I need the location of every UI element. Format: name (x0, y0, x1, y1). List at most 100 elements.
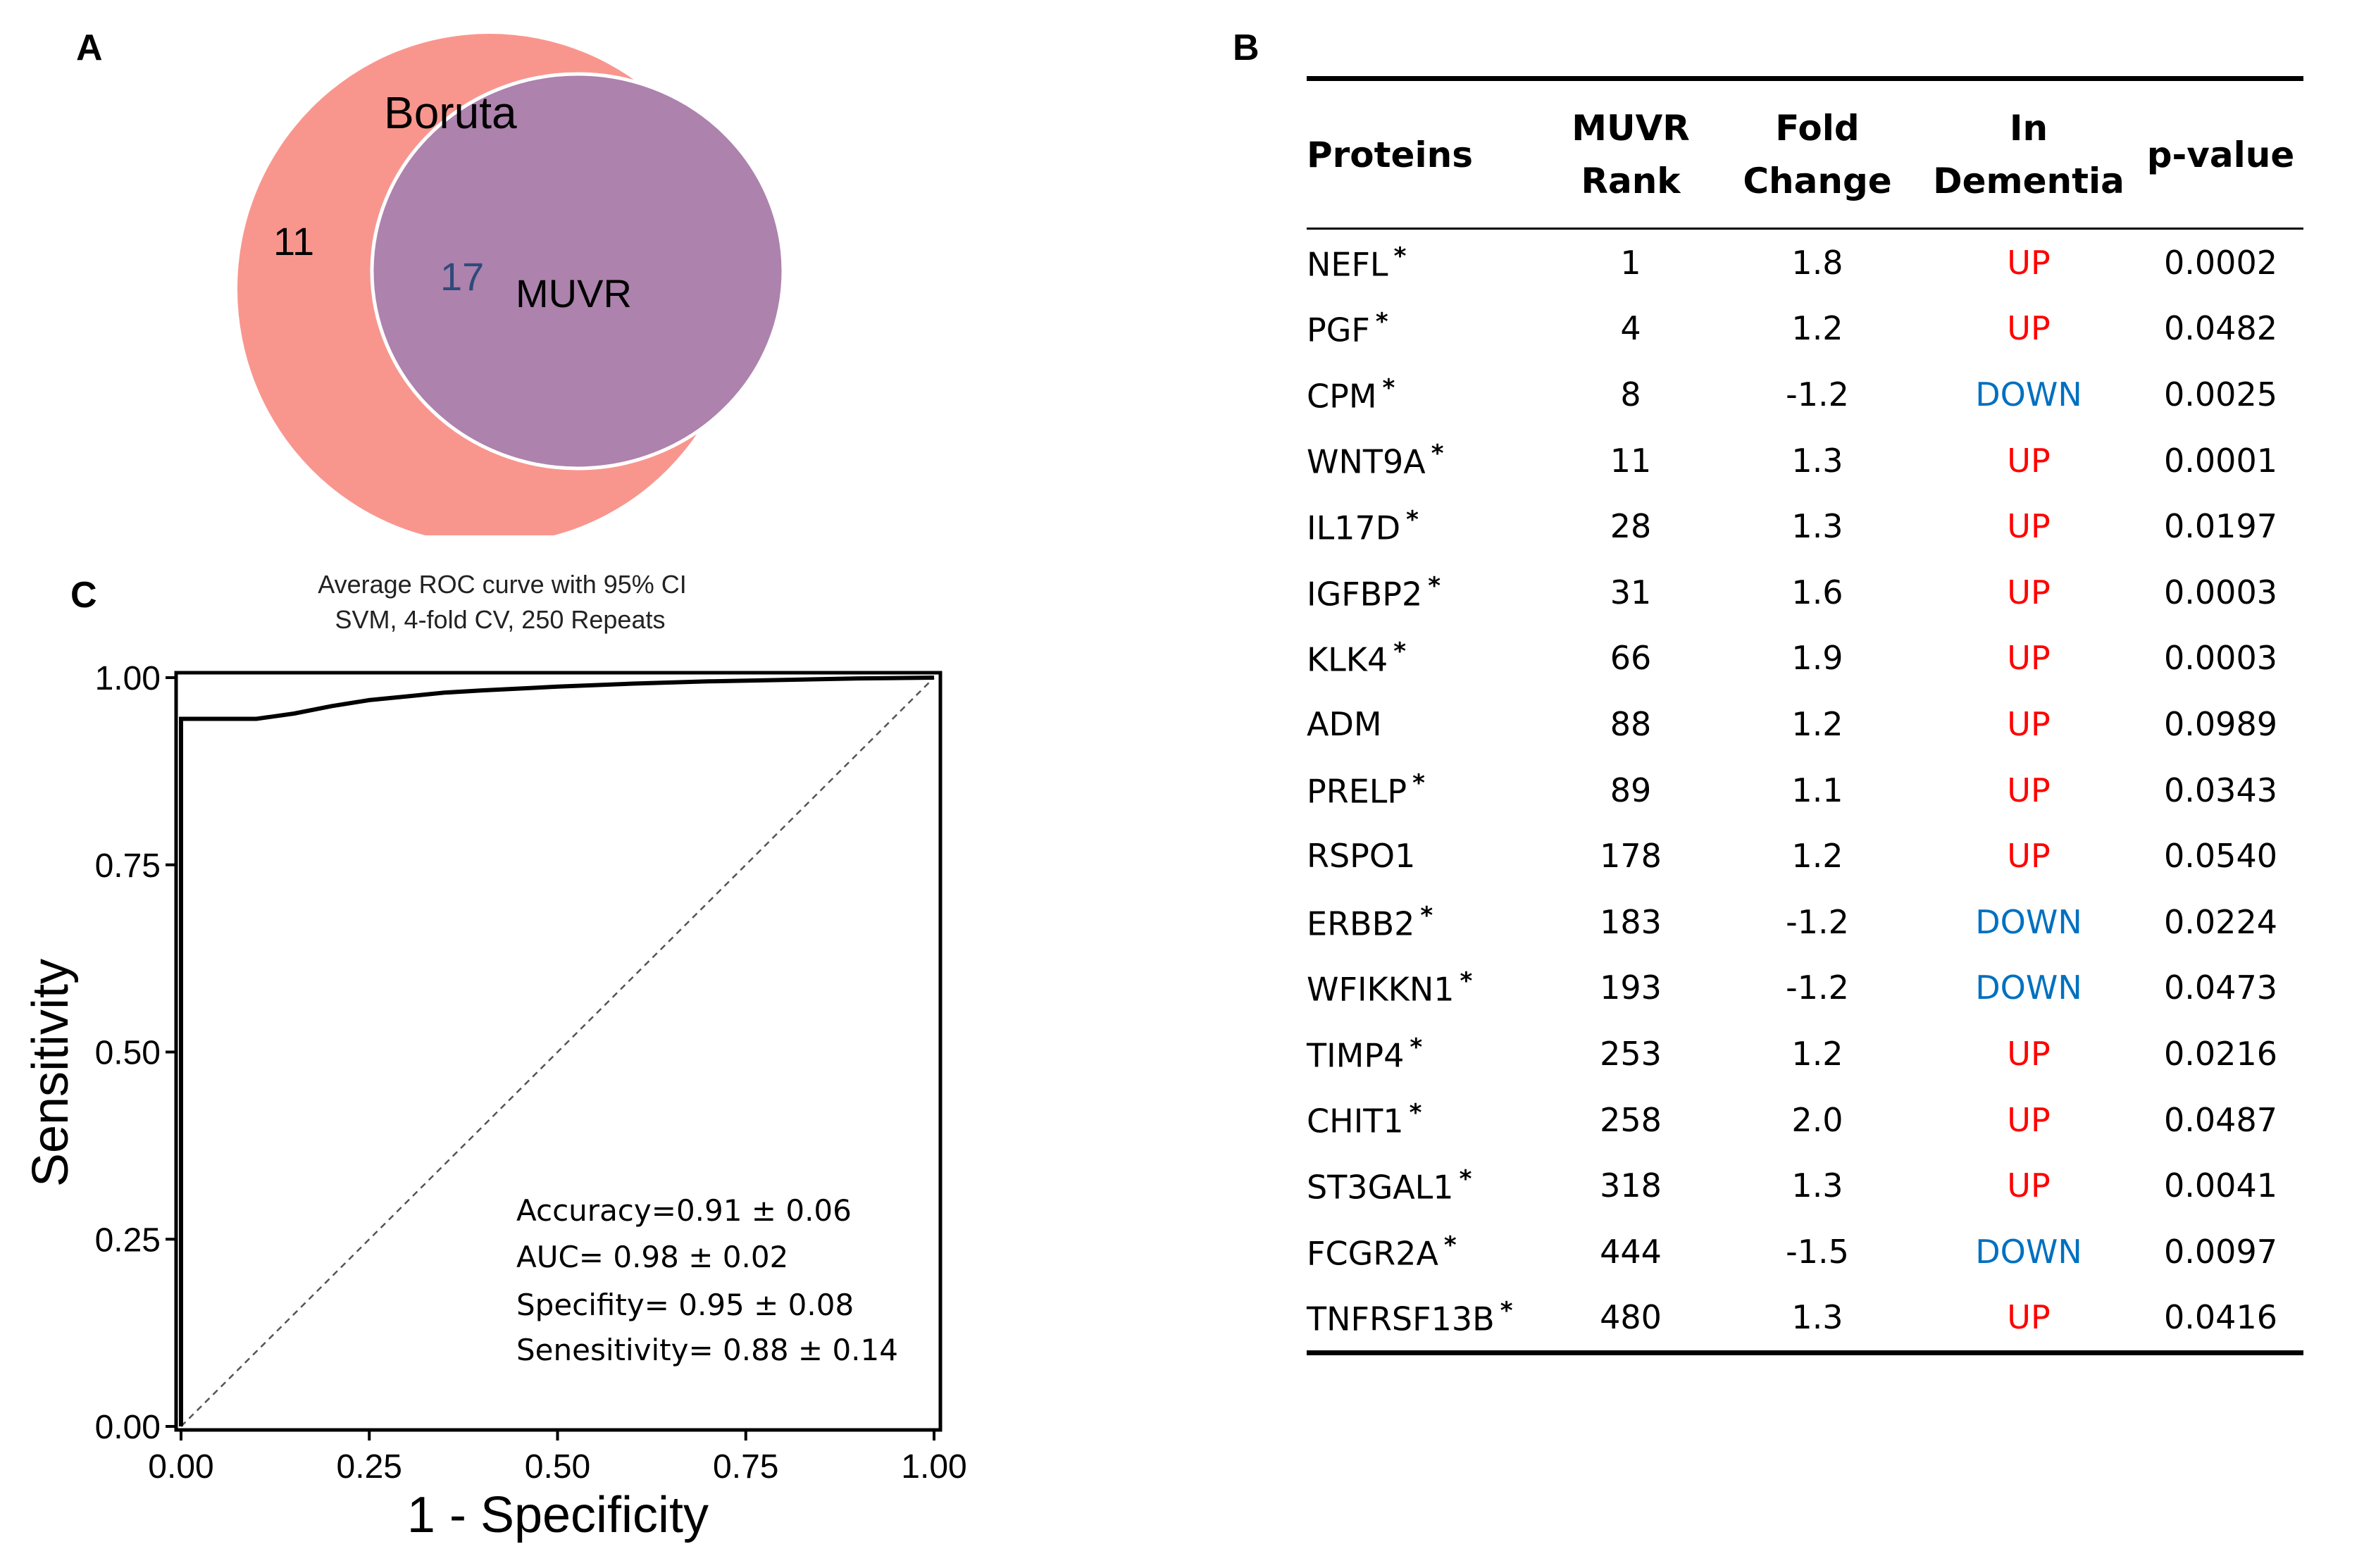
table-row: FCGR2A * 444 -1.5 DOWN 0.0097 (1307, 1219, 2303, 1285)
cell-p-value-text: 0.0487 (2164, 1100, 2277, 1139)
cell-muvr-rank: 4 (1546, 296, 1715, 362)
cell-protein-text: RSPO1 (1307, 837, 1416, 876)
x-tick-label: 0.00 (148, 1448, 213, 1486)
x-tick-label: 0.75 (713, 1448, 778, 1486)
table-row: ST3GAL1 * 318 1.3 UP 0.0041 (1307, 1152, 2303, 1219)
cell-fold-change: -1.2 (1715, 955, 1920, 1021)
cell-direction-text: UP (2007, 1298, 2051, 1337)
cell-p-value: 0.0002 (2138, 229, 2303, 296)
cell-direction: UP (1920, 296, 2138, 362)
cell-muvr-rank: 28 (1546, 493, 1715, 559)
cell-fold-change-text: 1.3 (1791, 507, 1843, 546)
cell-protein-text: KLK4 (1307, 640, 1388, 679)
cell-protein-text: TNFRSF13B (1307, 1300, 1495, 1338)
venn-inner-circle (370, 72, 785, 471)
venn-outer-label: Boruta (384, 87, 517, 138)
cell-muvr-rank: 1 (1546, 229, 1715, 296)
cell-direction: UP (1920, 626, 2138, 692)
y-tick-label: 0.25 (95, 1221, 161, 1259)
cell-fold-change: 1.6 (1715, 559, 1920, 626)
cell-direction: UP (1920, 757, 2138, 823)
cell-direction-text: UP (2007, 837, 2051, 876)
table-row: CPM * 8 -1.2 DOWN 0.0025 (1307, 361, 2303, 428)
cell-muvr-rank-text: 11 (1610, 441, 1652, 480)
cell-direction-text: UP (2007, 1100, 2051, 1139)
cell-fold-change: 1.2 (1715, 1021, 1920, 1087)
cell-fold-change-text: 1.2 (1791, 1034, 1843, 1073)
cell-fold-change: 1.8 (1715, 229, 1920, 296)
cell-muvr-rank: 31 (1546, 559, 1715, 626)
cell-fold-change: 1.3 (1715, 493, 1920, 559)
cell-p-value: 0.0003 (2138, 626, 2303, 692)
cell-muvr-rank-text: 318 (1600, 1166, 1662, 1205)
header-fold-change-line1: Fold (1775, 108, 1860, 149)
cell-fold-change-text: -1.2 (1786, 375, 1849, 413)
header-proteins: Proteins (1307, 79, 1546, 229)
cell-protein: ST3GAL1 * (1307, 1152, 1546, 1219)
cell-muvr-rank: 11 (1546, 428, 1715, 494)
significance-star: * (1382, 373, 1395, 402)
cell-protein: RSPO1 (1307, 823, 1546, 889)
table-row: TNFRSF13B * 480 1.3 UP 0.0416 (1307, 1285, 2303, 1353)
cell-muvr-rank-text: 28 (1610, 507, 1652, 546)
cell-protein-text: ADM (1307, 704, 1382, 743)
cell-muvr-rank-text: 88 (1610, 704, 1652, 743)
significance-star: * (1375, 308, 1388, 337)
cell-muvr-rank: 183 (1546, 889, 1715, 955)
significance-star: * (1459, 1164, 1472, 1193)
table-header-row: Proteins MUVR Rank Fold Change In Dement… (1307, 78, 2303, 229)
cell-p-value: 0.0989 (2138, 691, 2303, 757)
cell-protein: IGFBP2 * (1307, 559, 1546, 626)
header-fold-change: Fold Change (1715, 79, 1920, 229)
x-axis-label: 1 - Specificity (407, 1487, 709, 1543)
cell-fold-change: 1.9 (1715, 626, 1920, 692)
cell-muvr-rank-text: 66 (1610, 639, 1652, 678)
chart-subtitle: SVM, 4-fold CV, 250 Repeats (335, 605, 666, 634)
header-p-value-label: p-value (2146, 134, 2295, 175)
protein-table-body: NEFL * 1 1.8 UP 0.0002 PGF * 4 1.2 UP 0.0482 CPM * 8 -1… (1307, 229, 2303, 1353)
cell-fold-change-text: 1.3 (1791, 1166, 1843, 1205)
cell-p-value-text: 0.0482 (2164, 309, 2277, 348)
cell-p-value: 0.0473 (2138, 955, 2303, 1021)
significance-star: * (1406, 506, 1419, 534)
roc-chart: Average ROC curve with 95% CI SVM, 4-fol… (23, 570, 967, 1543)
cell-fold-change-text: -1.2 (1786, 969, 1849, 1007)
cell-p-value-text: 0.0001 (2164, 441, 2277, 480)
cell-muvr-rank: 66 (1546, 626, 1715, 692)
cell-muvr-rank-text: 8 (1620, 375, 1641, 413)
table-row: WFIKKN1 * 193 -1.2 DOWN 0.0473 (1307, 955, 2303, 1021)
venn-diagram: Boruta 11 17 MUVR (237, 34, 785, 535)
cell-protein-text: CHIT1 (1307, 1102, 1404, 1140)
cell-direction-text: UP (2007, 1166, 2051, 1205)
cell-p-value-text: 0.0002 (2164, 243, 2277, 282)
cell-fold-change: 1.1 (1715, 757, 1920, 823)
cell-protein: WNT9A * (1307, 428, 1546, 494)
cell-direction: UP (1920, 823, 2138, 889)
cell-protein-text: ERBB2 (1307, 904, 1415, 942)
significance-star: * (1460, 967, 1473, 996)
metrics-annotation: Accuracy=0.91 ± 0.06 AUC= 0.98 ± 0.02 Sp… (516, 1193, 898, 1367)
cell-muvr-rank-text: 1 (1620, 243, 1641, 282)
cell-protein: WFIKKN1 * (1307, 955, 1546, 1021)
table-row: IL17D * 28 1.3 UP 0.0197 (1307, 493, 2303, 559)
header-fold-change-line2: Change (1743, 161, 1892, 201)
table-row: KLK4 * 66 1.9 UP 0.0003 (1307, 626, 2303, 692)
cell-muvr-rank: 318 (1546, 1152, 1715, 1219)
cell-fold-change-text: -1.5 (1786, 1232, 1849, 1271)
cell-protein-text: IL17D (1307, 509, 1401, 547)
cell-p-value-text: 0.0473 (2164, 969, 2277, 1007)
cell-muvr-rank: 253 (1546, 1021, 1715, 1087)
cell-muvr-rank: 88 (1546, 691, 1715, 757)
cell-fold-change-text: 1.8 (1791, 243, 1843, 282)
cell-fold-change-text: 1.2 (1791, 837, 1843, 876)
x-tick-label: 1.00 (901, 1448, 966, 1486)
header-in-dementia: In Dementia (1920, 79, 2138, 229)
cell-fold-change: 1.2 (1715, 823, 1920, 889)
cell-protein: TNFRSF13B * (1307, 1285, 1546, 1353)
cell-direction-text: DOWN (1975, 969, 2082, 1007)
cell-protein-text: PGF (1307, 311, 1370, 349)
cell-protein: TIMP4 * (1307, 1021, 1546, 1087)
header-p-value: p-value (2138, 79, 2303, 229)
cell-direction: DOWN (1920, 1219, 2138, 1285)
cell-direction: DOWN (1920, 955, 2138, 1021)
